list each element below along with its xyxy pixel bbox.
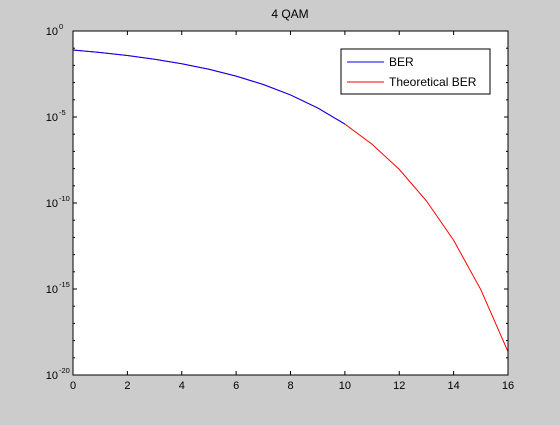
- legend: BER Theoretical BER: [340, 48, 491, 95]
- legend-label-ber: BER: [389, 55, 414, 69]
- y-tick-label: 10: [46, 198, 58, 210]
- y-tick-label-exponent: -20: [59, 366, 70, 375]
- series-line-ber: [72, 49, 346, 125]
- x-tick-label: 2: [124, 380, 130, 392]
- y-tick-label-exponent: -5: [59, 108, 66, 117]
- x-tick-label: 16: [502, 380, 514, 392]
- x-tick-label: 6: [233, 380, 239, 392]
- x-tick-label: 12: [393, 380, 405, 392]
- y-tick-label-exponent: 0: [59, 22, 63, 31]
- x-tick-label: 4: [179, 380, 185, 392]
- x-tick-label: 0: [70, 380, 76, 392]
- y-tick-label: 10: [46, 370, 58, 382]
- legend-label-theoretical-ber: Theoretical BER: [389, 75, 477, 89]
- x-tick-label: 8: [287, 380, 293, 392]
- x-tick-label: 14: [448, 380, 460, 392]
- y-tick-label: 10: [46, 26, 58, 38]
- chart-title: 4 QAM: [271, 7, 308, 21]
- legend-box: [340, 48, 491, 95]
- y-tick-label: 10: [46, 112, 58, 124]
- y-tick-label-exponent: -10: [59, 194, 70, 203]
- x-tick-label: 10: [339, 380, 351, 392]
- y-tick-label: 10: [46, 284, 58, 296]
- y-tick-label-exponent: -15: [59, 280, 70, 289]
